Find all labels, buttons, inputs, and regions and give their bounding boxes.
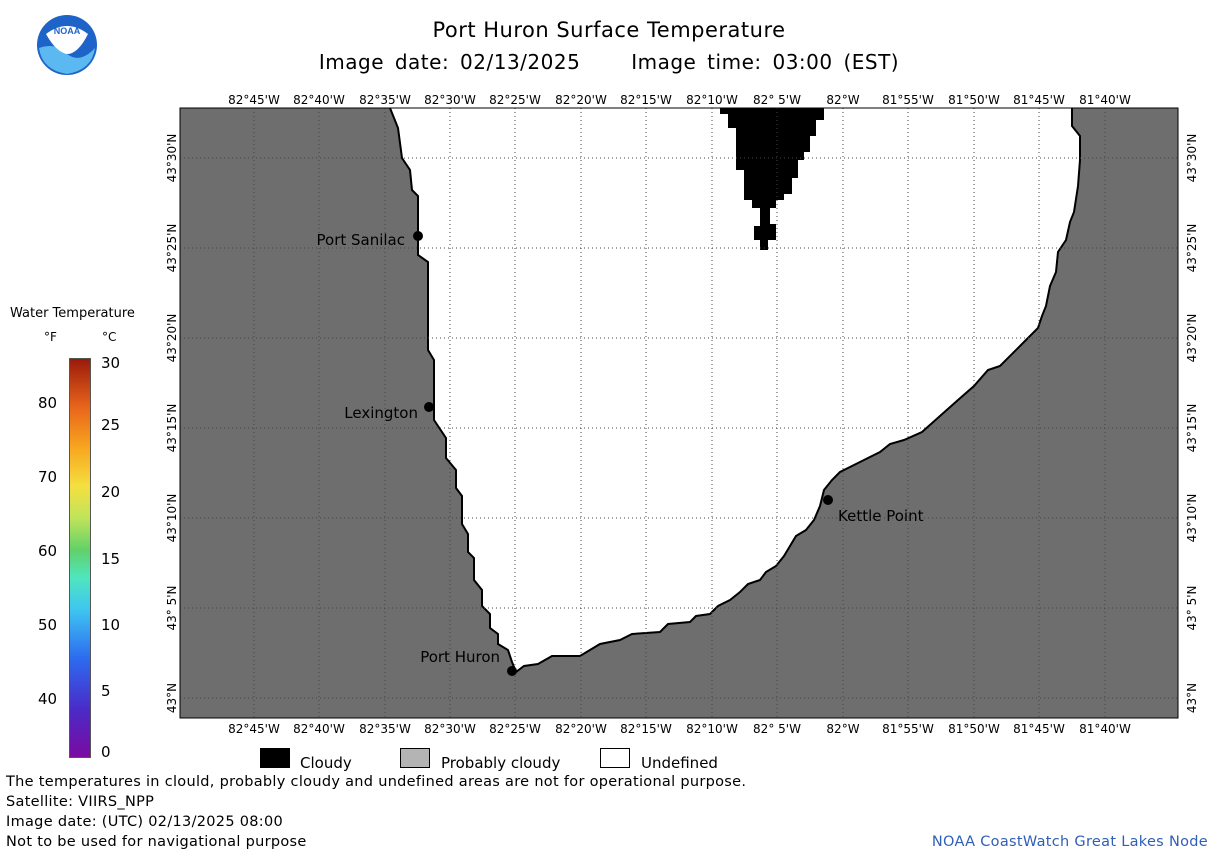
probably-cloudy-label: Probably cloudy bbox=[441, 754, 561, 772]
temperature-colorbar bbox=[69, 358, 91, 758]
latitude-label-right: 43°25'N bbox=[1185, 224, 1199, 273]
celsius-tick: 10 bbox=[101, 616, 121, 634]
longitude-label-top: 82°40'W bbox=[293, 93, 345, 107]
celsius-tick: 25 bbox=[101, 416, 121, 434]
credit-link[interactable]: NOAA CoastWatch Great Lakes Node bbox=[931, 834, 1208, 850]
longitude-label-bottom: 82° 5'W bbox=[753, 722, 801, 736]
latitude-label-left: 43°25'N bbox=[165, 224, 179, 273]
longitude-label-top: 82°W bbox=[826, 93, 859, 107]
longitude-label-top: 82°30'W bbox=[424, 93, 476, 107]
celsius-tick: 0 bbox=[101, 743, 111, 761]
undefined-label: Undefined bbox=[641, 754, 718, 772]
latitude-label-right: 43° 5'N bbox=[1185, 586, 1199, 631]
fahrenheit-tick: 40 bbox=[38, 690, 58, 708]
city-port-huron: Port Huron bbox=[420, 648, 517, 676]
longitude-label-top: 82°25'W bbox=[489, 93, 541, 107]
celsius-tick: 15 bbox=[101, 550, 121, 568]
noaa-logo: NOAA bbox=[36, 14, 98, 76]
longitude-label-bottom: 82°15'W bbox=[620, 722, 672, 736]
longitude-label-top: 81°55'W bbox=[882, 93, 934, 107]
legend-title: Water Temperature bbox=[10, 306, 135, 321]
longitude-label-bottom: 82°45'W bbox=[228, 722, 280, 736]
longitude-label-bottom: 81°50'W bbox=[948, 722, 1000, 736]
cloudy-label: Cloudy bbox=[300, 754, 352, 772]
longitude-label-bottom: 81°45'W bbox=[1013, 722, 1065, 736]
celsius-tick: 20 bbox=[101, 483, 121, 501]
city-marker bbox=[507, 666, 517, 676]
longitude-label-bottom: 82°35'W bbox=[359, 722, 411, 736]
celsius-tick: 5 bbox=[101, 682, 111, 700]
latitude-label-right: 43°15'N bbox=[1185, 404, 1199, 453]
city-kettle-point: Kettle Point bbox=[823, 495, 924, 525]
city-label: Lexington bbox=[344, 404, 418, 422]
latitude-label-right: 43°N bbox=[1185, 683, 1199, 713]
longitude-label-bottom: 82°40'W bbox=[293, 722, 345, 736]
map-frame bbox=[179, 107, 1179, 719]
latitude-label-left: 43°20'N bbox=[165, 314, 179, 363]
longitude-label-bottom: 82°30'W bbox=[424, 722, 476, 736]
latitude-label-left: 43° 5'N bbox=[165, 586, 179, 631]
graticule-grid bbox=[180, 108, 1178, 718]
disclaimer: The temperatures in clould, probably clo… bbox=[6, 774, 747, 790]
city-label: Port Sanilac bbox=[317, 231, 406, 249]
city-marker bbox=[413, 231, 423, 241]
coastline-west bbox=[389, 107, 517, 673]
celsius-tick: 30 bbox=[101, 354, 121, 372]
page-title: Port Huron Surface Temperature bbox=[432, 18, 786, 42]
unit-fahrenheit: °F bbox=[44, 330, 57, 344]
longitude-label-top: 82°10'W bbox=[686, 93, 738, 107]
latitude-label-left: 43°N bbox=[165, 683, 179, 713]
longitude-label-bottom: 81°40'W bbox=[1079, 722, 1131, 736]
city-lexington: Lexington bbox=[344, 402, 434, 422]
land-west bbox=[180, 108, 516, 718]
fahrenheit-tick: 80 bbox=[38, 394, 58, 412]
satellite-info: Satellite: VIIRS_NPP bbox=[6, 794, 155, 810]
latitude-label-left: 43°30'N bbox=[165, 134, 179, 183]
logo-text: NOAA bbox=[54, 26, 81, 36]
navigation-warning: Not to be used for navigational purpose bbox=[6, 834, 307, 850]
longitude-label-top: 82°15'W bbox=[620, 93, 672, 107]
longitude-label-bottom: 82°W bbox=[826, 722, 859, 736]
cloudy-area bbox=[720, 108, 824, 250]
city-port-sanilac: Port Sanilac bbox=[317, 231, 423, 249]
latitude-label-right: 43°20'N bbox=[1185, 314, 1199, 363]
longitude-label-bottom: 82°20'W bbox=[555, 722, 607, 736]
longitude-label-top: 81°40'W bbox=[1079, 93, 1131, 107]
city-label: Port Huron bbox=[420, 648, 500, 666]
longitude-label-top: 82°35'W bbox=[359, 93, 411, 107]
fahrenheit-tick: 60 bbox=[38, 542, 58, 560]
longitude-label-top: 82°45'W bbox=[228, 93, 280, 107]
cloudy-swatch bbox=[260, 748, 290, 768]
latitude-label-left: 43°10'N bbox=[165, 494, 179, 543]
fahrenheit-tick: 70 bbox=[38, 468, 58, 486]
longitude-label-bottom: 82°10'W bbox=[686, 722, 738, 736]
longitude-label-bottom: 81°55'W bbox=[882, 722, 934, 736]
probably-cloudy-swatch bbox=[400, 748, 430, 768]
image-date: Image date: 02/13/2025 bbox=[318, 50, 581, 74]
latitude-label-right: 43°10'N bbox=[1185, 494, 1199, 543]
city-label: Kettle Point bbox=[838, 507, 924, 525]
fahrenheit-tick: 50 bbox=[38, 616, 58, 634]
longitude-label-bottom: 82°25'W bbox=[489, 722, 541, 736]
latitude-label-right: 43°30'N bbox=[1185, 134, 1199, 183]
utc-date: Image date: (UTC) 02/13/2025 08:00 bbox=[6, 814, 284, 830]
subtitle: Image date: 02/13/2025 Image time: 03:00… bbox=[0, 50, 1218, 74]
coastline-east bbox=[515, 108, 1081, 673]
land-east bbox=[516, 108, 1178, 718]
unit-celsius: °C bbox=[102, 330, 117, 344]
longitude-label-top: 81°50'W bbox=[948, 93, 1000, 107]
latitude-label-left: 43°15'N bbox=[165, 404, 179, 453]
longitude-label-top: 81°45'W bbox=[1013, 93, 1065, 107]
undefined-swatch bbox=[600, 748, 630, 768]
city-marker bbox=[424, 402, 434, 412]
city-marker bbox=[823, 495, 833, 505]
longitude-label-top: 82°20'W bbox=[555, 93, 607, 107]
image-time: Image time: 03:00 (EST) bbox=[631, 50, 900, 74]
longitude-label-top: 82° 5'W bbox=[753, 93, 801, 107]
